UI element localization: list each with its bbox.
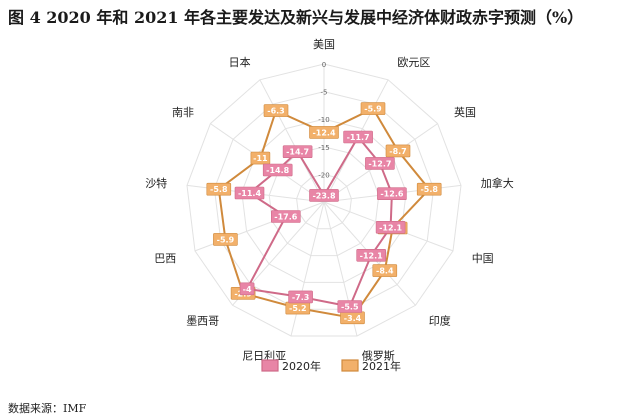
data-point [213,233,238,246]
data-point [372,264,398,277]
legend: 2020年 2021年 [261,359,401,373]
data-label: -8.7 [389,147,407,156]
axis-label: 欧元区 [397,56,430,69]
tick-label: -5 [321,89,328,97]
legend-swatch [341,359,359,372]
axis-label: 中国 [472,252,494,265]
axis-label: 英国 [454,105,476,119]
data-point [385,144,411,158]
axis-label: 巴西 [154,252,176,265]
data-label: -4 [243,285,252,294]
data-point [250,151,271,165]
data-point [263,104,289,117]
data-label: -12.6 [380,190,403,199]
data-label: -12.7 [368,159,391,168]
data-label: -5.2 [289,304,307,313]
data-point [337,300,363,313]
axis-label: 印度 [429,313,451,327]
axis-label: 俄罗斯 [362,349,395,362]
data-point [309,189,339,202]
data-label: -11 [253,154,268,163]
data-point [288,290,313,304]
legend-label: 2021年 [362,359,401,373]
data-point [262,163,293,177]
grid-ring [186,63,462,337]
data-point [365,157,395,170]
data-label: -12.1 [379,223,402,232]
axis-label: 美国 [313,38,335,51]
data-label: -23.8 [312,191,335,200]
data-point [416,182,442,196]
legend-label: 2020年 [282,359,321,373]
tick-label: 0 [322,61,326,69]
data-point [356,249,387,262]
data-point [377,187,407,200]
grid-ring [213,91,435,310]
data-label: -3.4 [344,314,362,323]
radar-series: -12.4-5.9-8.7-5.8-11.7-8.4-3.4-5.2-2.9-5… [206,102,442,325]
tick-label: -15 [318,144,329,152]
data-label: -7.3 [292,293,310,302]
tick-label: -10 [318,116,329,124]
data-label: -17.6 [274,213,297,222]
axis-label: 南非 [172,106,194,119]
grid-ring [296,173,352,230]
data-label: -5.8 [420,185,438,194]
data-point [360,102,386,115]
axis-label: 墨西哥 [186,314,219,327]
legend-swatch [261,359,279,372]
data-label: -5.5 [341,303,359,312]
data-label: -14.7 [286,148,309,157]
data-label: -12.1 [360,251,383,260]
data-label: -11.4 [238,189,261,198]
grid-spoke [259,79,325,203]
data-label: -5.9 [364,105,382,114]
data-label: -14.8 [266,166,289,175]
data-point [375,221,406,234]
data-point [343,130,373,144]
data-label: -11.7 [347,133,370,142]
chart-title: 图 4 2020 年和 2021 年各主要发达及新兴与发展中经济体财政赤字预测（… [8,8,584,27]
data-label: -8.4 [376,267,394,276]
data-point [282,145,313,158]
series-s2020: -23.8 -11.7 -12.7 -12.6 -12.1 -12.1 -5.5 -7.3 -4… [234,130,407,313]
source-note: 数据来源：IMF [8,402,87,415]
data-point [239,282,255,296]
data-label: -12.4 [312,128,335,137]
data-point [206,182,232,196]
tick-label: -20 [318,171,329,179]
data-label: -5.9 [217,235,235,244]
data-label: -6.3 [267,107,285,116]
radar-tick-labels: 0 -5 -10 -15 -20 [318,61,329,179]
data-point [270,210,301,223]
axis-label: 日本 [229,55,251,69]
axis-label: 尼日利亚 [242,349,286,362]
data-point [234,186,265,200]
data-point [309,126,339,139]
axis-label: 加拿大 [481,176,514,190]
data-label: -5.8 [210,185,228,194]
axis-label: 沙特 [145,176,167,190]
